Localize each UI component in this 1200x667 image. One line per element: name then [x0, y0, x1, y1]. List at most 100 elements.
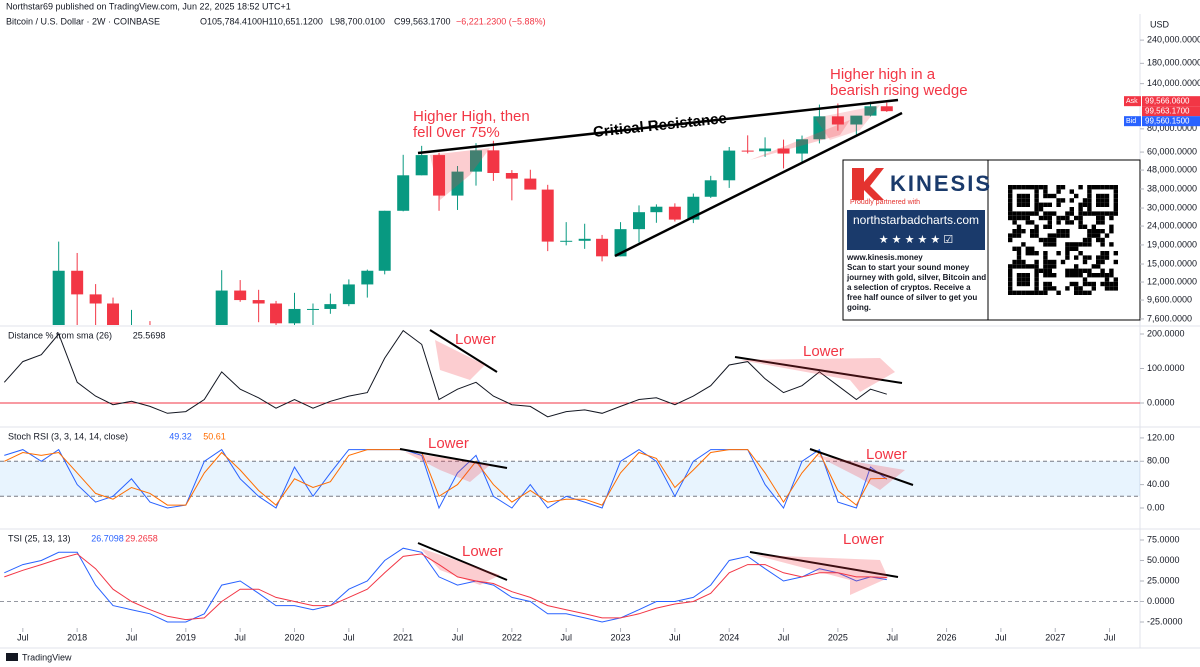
price-tag-name-bg [1124, 96, 1141, 107]
y-tick-label: 100.0000 [1147, 363, 1185, 373]
candle-body [252, 300, 265, 304]
y-tick-label: 48,000.0000 [1147, 164, 1197, 174]
qr-cell [1034, 286, 1039, 291]
candle-body [560, 240, 573, 242]
qr-cell [1047, 242, 1052, 247]
qr-cell [1052, 242, 1057, 247]
qr-cell [1104, 211, 1110, 216]
qr-cell [1113, 198, 1118, 203]
qr-cell [1082, 198, 1088, 203]
qr-cell [1100, 259, 1105, 265]
x-tick-label: 2021 [393, 632, 413, 642]
qr-cell [1008, 215, 1013, 221]
qr-cell [1008, 198, 1013, 203]
candle-body [650, 206, 663, 213]
qr-cell [1100, 268, 1105, 273]
candle-body [850, 115, 863, 125]
qr-cell [1016, 259, 1022, 265]
candle-body [880, 106, 893, 112]
qr-cell [1096, 259, 1101, 265]
qr-cell [1109, 211, 1114, 216]
qr-cell [1012, 229, 1017, 234]
qr-cell [1078, 251, 1083, 256]
qr-cell [1087, 268, 1092, 273]
qr-cell [1078, 215, 1083, 221]
qr-cell [1104, 233, 1110, 238]
qr-cell [1047, 286, 1052, 291]
indicator-value: 26.7098 [91, 533, 124, 543]
qr-cell [1109, 286, 1114, 291]
panel [0, 547, 1140, 623]
qr-cell [1056, 229, 1061, 234]
qr-cell [1100, 202, 1105, 207]
qr-cell [1016, 290, 1022, 295]
qr-cell [1082, 224, 1088, 229]
qr-cell [1008, 233, 1013, 238]
qr-cell [1025, 277, 1030, 282]
qr-cell [1065, 220, 1070, 225]
candle-body [52, 270, 65, 325]
qr-cell [1065, 233, 1070, 238]
x-tick-label: 2024 [719, 632, 739, 642]
annotation: Lower [866, 446, 907, 463]
qr-cell [1096, 273, 1101, 278]
qr-cell [1043, 185, 1048, 190]
x-tick-label: Jul [452, 632, 464, 642]
qr-cell [1100, 255, 1105, 260]
candle-body [361, 270, 374, 285]
qr-cell [1025, 202, 1030, 207]
x-tick-label: 2023 [611, 632, 631, 642]
qr-cell [1069, 246, 1074, 251]
qr-cell [1104, 251, 1110, 256]
x-tick-label: 2022 [502, 632, 522, 642]
qr-cell [1074, 215, 1079, 221]
qr-cell [1074, 264, 1079, 269]
qr-cell [1065, 211, 1070, 216]
ohlc-high: H110,651.1200 [262, 16, 323, 26]
qr-cell [1021, 259, 1026, 265]
ohlc-low: L98,700.0100 [330, 16, 385, 26]
candle-body [215, 290, 228, 325]
qr-cell [1109, 268, 1114, 273]
qr-cell [1025, 281, 1030, 287]
qr-cell [1100, 211, 1105, 216]
qr-cell [1078, 268, 1083, 273]
qr-cell [1056, 233, 1061, 238]
qr-cell [1016, 264, 1022, 269]
qr-cell [1096, 264, 1101, 269]
qr-cell [1008, 264, 1013, 269]
candle-body [777, 148, 790, 154]
footer: TradingView [22, 652, 72, 662]
qr-cell [1113, 207, 1118, 212]
qr-cell [1074, 255, 1079, 260]
qr-cell [1025, 246, 1030, 251]
qr-cell [1043, 290, 1048, 295]
qr-cell [1096, 193, 1101, 199]
x-tick-label: Jul [995, 632, 1007, 642]
qr-cell [1104, 255, 1110, 260]
candle-body [633, 212, 646, 230]
qr-cell [1096, 255, 1101, 260]
qr-cell [1008, 277, 1013, 282]
qr-cell [1065, 215, 1070, 221]
qr-cell [1030, 185, 1035, 190]
qr-cell [1100, 229, 1105, 234]
y-tick-label: 60,000.0000 [1147, 146, 1197, 156]
qr-cell [1034, 189, 1039, 194]
qr-cell [1043, 193, 1048, 199]
qr-cell [1047, 273, 1052, 278]
qr-cell [1008, 286, 1013, 291]
y-tick-label: 200.0000 [1147, 328, 1185, 338]
qr-cell [1021, 281, 1026, 287]
qr-cell [1100, 220, 1105, 225]
qr-cell [1034, 264, 1039, 269]
qr-cell [1008, 237, 1013, 243]
qr-cell [1025, 185, 1030, 190]
qr-cell [1100, 193, 1105, 199]
price-tag-label: 99,566.0600 [1145, 96, 1190, 105]
qr-cell [1043, 281, 1048, 287]
qr-cell [1096, 185, 1101, 190]
ad-brand: KINESIS [890, 171, 992, 196]
qr-cell [1104, 273, 1110, 278]
candle-body [270, 303, 283, 324]
